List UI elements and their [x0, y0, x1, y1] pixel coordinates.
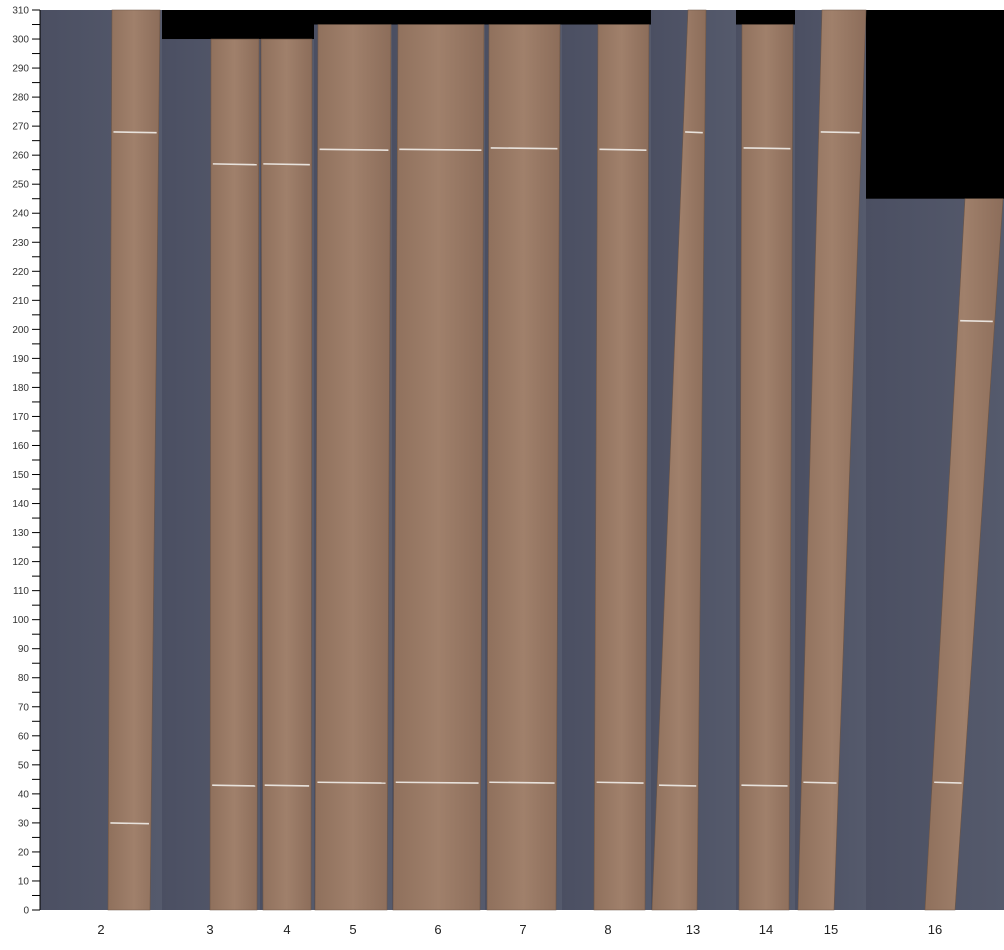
cut-line — [264, 784, 310, 787]
y-tick-label: 130 — [12, 528, 29, 539]
y-tick-label: 160 — [12, 441, 29, 452]
x-tick-label: 14 — [759, 922, 773, 937]
y-tick-label: 120 — [12, 557, 29, 568]
wood-board — [392, 24, 485, 911]
wood-board — [651, 9, 707, 911]
x-tick-label: 13 — [686, 922, 700, 937]
y-tick-label: 210 — [12, 296, 29, 307]
cut-line — [741, 784, 788, 787]
x-tick-label: 7 — [519, 922, 526, 937]
wood-board — [738, 24, 794, 911]
y-tick-label: 200 — [12, 325, 29, 336]
board-column-6: 6 — [392, 24, 485, 937]
y-tick-label: 310 — [12, 6, 29, 17]
cut-line — [960, 319, 993, 323]
cut-line — [658, 784, 697, 787]
y-tick-label: 10 — [18, 876, 30, 887]
board-column-14: 14 — [736, 24, 795, 937]
x-tick-label: 15 — [824, 922, 838, 937]
y-tick-label: 300 — [12, 35, 29, 46]
wood-board — [593, 24, 650, 911]
x-tick-label: 5 — [349, 922, 356, 937]
wood-board — [314, 24, 392, 911]
cut-line — [803, 781, 837, 784]
y-tick-label: 30 — [18, 818, 30, 829]
board-column-7: 7 — [485, 24, 562, 937]
cut-line — [685, 131, 703, 134]
x-tick-label: 16 — [928, 922, 942, 937]
x-tick-label: 8 — [604, 922, 611, 937]
y-tick-label: 250 — [12, 180, 29, 191]
y-tick-label: 290 — [12, 64, 29, 75]
wood-board — [797, 9, 867, 911]
y-tick-label: 150 — [12, 470, 29, 481]
y-tick-label: 20 — [18, 847, 30, 858]
x-tick-label: 2 — [97, 922, 104, 937]
y-tick-label: 190 — [12, 354, 29, 365]
cut-line — [596, 781, 644, 784]
cut-line — [317, 781, 386, 784]
board-column-16: 16 — [866, 198, 1004, 937]
y-tick-label: 50 — [18, 760, 30, 771]
board-column-13: 13 — [651, 9, 736, 937]
cut-line — [113, 131, 157, 134]
board-column-3: 3 — [162, 38, 260, 937]
wood-board — [209, 38, 260, 911]
y-tick-label: 270 — [12, 122, 29, 133]
y-tick-label: 140 — [12, 499, 29, 510]
cut-line — [212, 784, 256, 787]
wood-board — [486, 24, 561, 911]
cut-line — [212, 163, 257, 166]
cut-line — [743, 147, 791, 150]
cut-line — [934, 781, 962, 784]
board-column-15: 15 — [795, 9, 867, 937]
cut-line — [110, 822, 149, 825]
wood-board — [107, 9, 161, 911]
y-tick-label: 180 — [12, 383, 29, 394]
cut-line — [489, 781, 555, 784]
cut-line — [820, 131, 860, 134]
board-column-5: 5 — [314, 24, 392, 937]
cut-line — [399, 148, 482, 151]
cut-line — [263, 163, 310, 166]
cut-line — [395, 781, 479, 784]
cut-line — [490, 147, 558, 150]
y-tick-label: 80 — [18, 673, 30, 684]
x-tick-label: 4 — [283, 922, 290, 937]
y-tick-label: 280 — [12, 93, 29, 104]
y-tick-label: 100 — [12, 615, 29, 626]
y-tick-label: 60 — [18, 731, 30, 742]
y-tick-label: 260 — [12, 151, 29, 162]
y-tick-label: 0 — [23, 906, 29, 917]
y-tick-label: 70 — [18, 702, 30, 713]
wood-board — [260, 38, 313, 911]
y-tick-label: 240 — [12, 209, 29, 220]
board-column-2: 2 — [40, 9, 162, 937]
board-column-8: 8 — [562, 24, 651, 937]
y-tick-label: 110 — [13, 586, 29, 597]
y-tick-label: 90 — [18, 644, 30, 655]
y-tick-label: 230 — [12, 238, 29, 249]
x-tick-label: 6 — [434, 922, 441, 937]
cut-line — [319, 148, 389, 151]
y-tick-label: 170 — [12, 412, 29, 423]
y-tick-label: 40 — [18, 789, 30, 800]
y-tick-label: 220 — [12, 267, 29, 278]
wood-board — [924, 198, 1004, 911]
x-tick-label: 3 — [206, 922, 213, 937]
board-column-4: 4 — [260, 38, 314, 937]
cut-line — [599, 148, 647, 151]
